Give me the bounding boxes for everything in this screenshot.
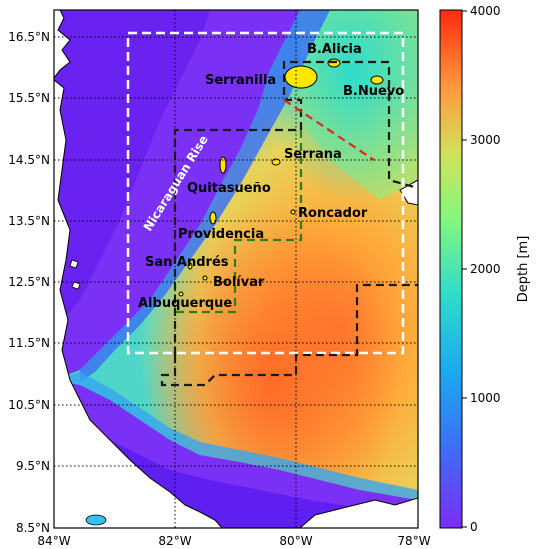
label-b-alicia: B.Alicia: [307, 42, 362, 57]
map-frame: [53, 9, 419, 529]
label-b-nuevo: B.Nuevo: [343, 84, 404, 99]
south-slope-band: [54, 372, 418, 500]
lat-axis: 16.5°N 15.5°N 14.5°N 13.5°N 12.5°N 11.5°…: [8, 30, 50, 535]
colorbar-tick: 3000: [470, 133, 501, 147]
land-honduras: [54, 10, 71, 79]
lat-tick: 8.5°N: [16, 521, 50, 535]
label-san-andres: San Andrés: [145, 255, 229, 270]
coastal-island: [69, 259, 79, 269]
lon-axis: 84°W 82°W 80°W 78°W: [37, 534, 430, 548]
providencia-island: [209, 211, 217, 225]
colorbar-tick: 0: [470, 520, 478, 534]
lat-tick: 15.5°N: [8, 91, 50, 105]
lake: [85, 514, 107, 526]
lon-tick: 82°W: [158, 534, 191, 548]
lon-tick: 80°W: [279, 534, 312, 548]
roncador-bank: [290, 209, 296, 215]
land-jamaica-edge: [399, 179, 418, 206]
b-nuevo-bank: [370, 75, 384, 85]
land-colombia: [299, 497, 418, 528]
lat-tick: 12.5°N: [8, 275, 50, 289]
san-andres-island: [187, 262, 193, 270]
label-serranilla: Serranilla: [205, 73, 276, 88]
shelf-west-inner: [54, 10, 210, 330]
graticule: [54, 10, 418, 528]
colorbar-label: Depth [m]: [516, 236, 531, 303]
colorbar-tick: 2000: [470, 262, 501, 276]
lat-tick: 11.5°N: [8, 336, 50, 350]
colorbar-tick: 4000: [470, 4, 501, 18]
study-area-boundary: [126, 31, 405, 355]
lon-tick: 84°W: [37, 534, 70, 548]
label-quitasueno: Quitasueño: [187, 181, 271, 196]
land-central-america: [54, 79, 223, 528]
albuquerque-cay: [178, 291, 184, 297]
coastal-island: [71, 281, 81, 290]
label-bolivar: Bolívar: [213, 275, 265, 290]
lon-tick: 78°W: [397, 534, 430, 548]
label-providencia: Providencia: [178, 227, 264, 242]
lat-tick: 9.5°N: [16, 459, 50, 473]
lat-tick: 16.5°N: [8, 30, 50, 44]
label-roncador: Roncador: [298, 206, 368, 221]
colorbar-tick: 1000: [470, 391, 501, 405]
bolivar-cay: [202, 275, 208, 281]
slope-band: [80, 10, 330, 382]
bathymetry-map: [54, 10, 418, 528]
lat-tick: 13.5°N: [8, 214, 50, 228]
lat-tick: 10.5°N: [8, 398, 50, 412]
label-albuquerque: Albuquerque: [138, 296, 232, 311]
depth-colorbar: 4000 3000 2000 1000 0 Depth [m]: [439, 4, 531, 534]
lat-tick: 14.5°N: [8, 153, 50, 167]
serranilla-bank: [284, 65, 318, 89]
label-serrana: Serrana: [284, 147, 342, 162]
quitasueno-bank: [219, 156, 227, 174]
maritime-boundary-south: [160, 283, 418, 387]
maritime-boundary-green: [175, 130, 303, 314]
colorbar-gradient: [439, 9, 463, 529]
maritime-boundary-red: [283, 99, 375, 161]
